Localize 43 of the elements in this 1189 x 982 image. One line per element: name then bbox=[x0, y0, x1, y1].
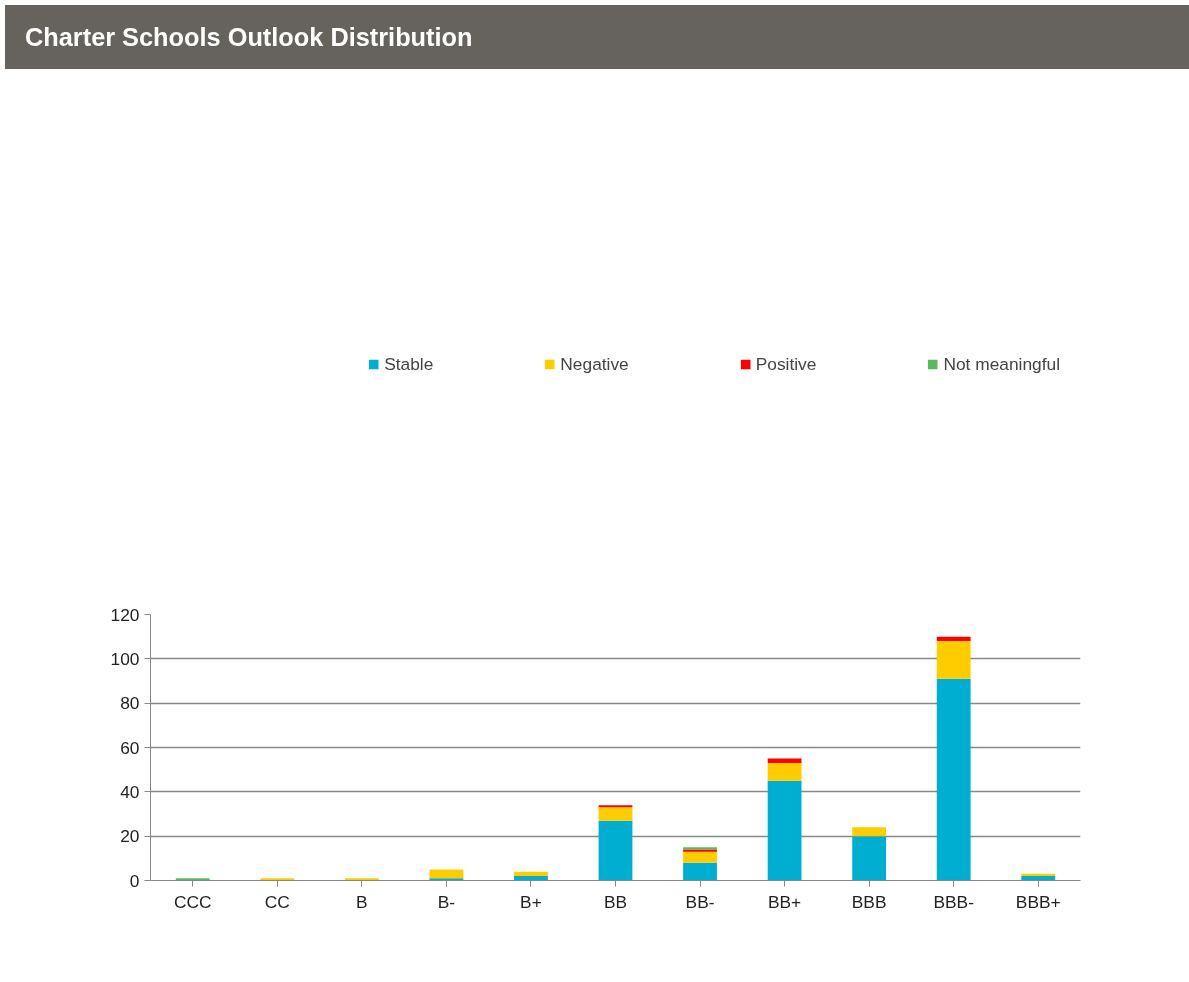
bar bbox=[936, 636, 971, 642]
chart-title: Charter Schools Outlook Distribution bbox=[25, 22, 473, 53]
bar bbox=[1021, 874, 1056, 877]
bar bbox=[598, 807, 633, 821]
y-tick-label: 0 bbox=[129, 870, 140, 891]
x-tick-label: BBB+ bbox=[1015, 891, 1061, 912]
bar bbox=[514, 871, 548, 877]
bar bbox=[260, 878, 295, 881]
bar bbox=[936, 678, 971, 881]
bar bbox=[683, 851, 717, 863]
y-tick-label: 60 bbox=[120, 737, 140, 758]
bar bbox=[852, 827, 887, 837]
bar bbox=[767, 780, 802, 881]
legend-label: Positive bbox=[755, 353, 817, 375]
x-tick-label: CC bbox=[264, 891, 290, 912]
bar bbox=[852, 836, 887, 881]
legend-label: Stable bbox=[384, 353, 434, 375]
x-tick-label: BBB- bbox=[933, 891, 974, 912]
bar bbox=[1021, 876, 1056, 881]
bar bbox=[767, 763, 802, 781]
legend-label: Not meaningful bbox=[943, 353, 1060, 375]
y-tick-label: 80 bbox=[120, 693, 140, 714]
bar bbox=[936, 641, 971, 679]
x-tick-label: B bbox=[356, 891, 368, 912]
x-tick-label: BBB bbox=[851, 891, 887, 912]
x-tick-label: BB- bbox=[685, 891, 715, 912]
y-tick-label: 40 bbox=[120, 782, 140, 803]
bar bbox=[344, 878, 379, 881]
y-tick-label: 100 bbox=[110, 649, 140, 670]
x-tick-label: B+ bbox=[520, 891, 542, 912]
bar bbox=[429, 869, 464, 879]
y-tick-label: 20 bbox=[120, 826, 140, 847]
bar bbox=[514, 876, 548, 881]
bar bbox=[767, 758, 802, 764]
x-tick-label: BB bbox=[603, 891, 628, 912]
x-tick-label: B- bbox=[437, 891, 456, 912]
bar bbox=[175, 878, 210, 881]
x-tick-label: CCC bbox=[174, 891, 212, 912]
y-tick-label: 120 bbox=[110, 604, 140, 625]
x-tick-label: BB+ bbox=[767, 891, 802, 912]
bar bbox=[598, 820, 633, 881]
legend-label: Negative bbox=[560, 353, 629, 375]
bar bbox=[683, 862, 717, 881]
